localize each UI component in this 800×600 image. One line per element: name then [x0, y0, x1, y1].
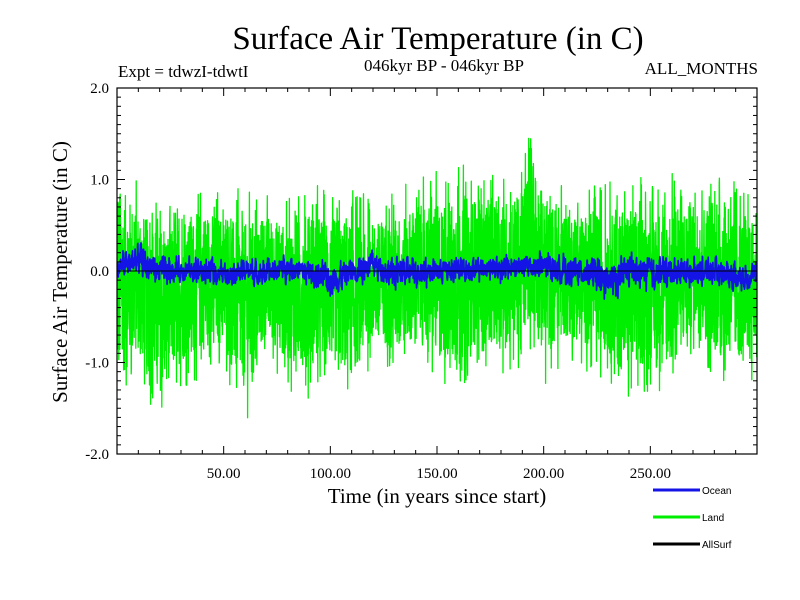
chart-title: Surface Air Temperature (in C): [232, 21, 643, 57]
x-tick-label: 100.00: [310, 466, 351, 482]
legend-label-land: Land: [702, 513, 724, 524]
y-tick-label: -2.0: [85, 447, 109, 463]
experiment-label: Expt = tdwzI-tdwtI: [118, 62, 249, 81]
y-tick-label: 2.0: [90, 81, 109, 97]
y-tick-label: 1.0: [90, 173, 109, 189]
x-tick-label: 200.00: [523, 466, 564, 482]
x-tick-label: 250.00: [630, 466, 671, 482]
legend-label-ocean: Ocean: [702, 486, 731, 497]
legend-label-allsurf: AllSurf: [702, 540, 732, 551]
series-line-land: [117, 137, 757, 419]
y-axis-label: Surface Air Temperature (in C): [48, 141, 72, 403]
y-tick-label: -1.0: [85, 356, 109, 372]
period-label: 046kyr BP - 046kyr BP: [364, 56, 524, 75]
x-tick-label: 50.00: [207, 466, 241, 482]
months-label: ALL_MONTHS: [645, 59, 758, 78]
series-line-ocean: [117, 242, 757, 300]
y-tick-label: 0.0: [90, 264, 109, 280]
legend: Ocean Land AllSurf: [653, 486, 732, 551]
x-axis-label: Time (in years since start): [328, 484, 547, 508]
x-tick-label: 150.00: [416, 466, 457, 482]
